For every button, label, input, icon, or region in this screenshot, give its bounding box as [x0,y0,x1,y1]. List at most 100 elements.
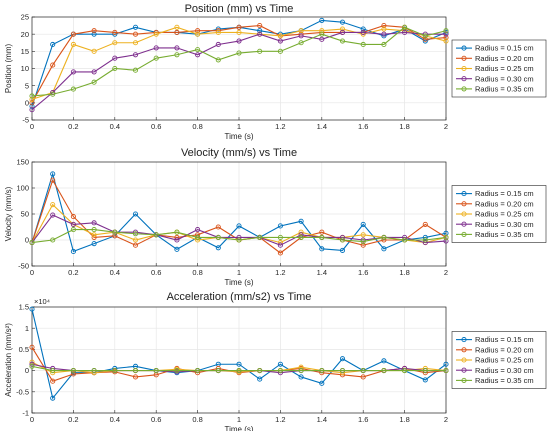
data-point [50,378,56,384]
data-point [70,214,76,220]
x-axis-label: Time (s) [224,132,253,141]
series-line-4 [31,31,446,111]
data-point [215,368,221,374]
legend-label-5: Radius = 0.35 cm [475,230,534,239]
data-point [50,395,56,401]
data-point [195,47,201,53]
x-tick-label: 0.6 [151,415,161,424]
y-tick-label: 15 [21,47,29,56]
legend-label-4: Radius = 0.30 cm [475,220,534,229]
x-axis-label: Time (s) [224,278,253,287]
data-point [422,36,428,42]
legend-marker-2 [461,347,467,353]
data-point [70,371,76,377]
data-point [91,28,97,34]
data-point [339,38,346,44]
x-tick-label: 0.2 [68,268,78,277]
legend-marker-2 [461,55,467,61]
legend-marker-5 [461,377,467,383]
data-point [339,26,346,32]
legend-label-1: Radius = 0.15 cm [475,189,534,198]
data-point [153,368,159,374]
data-point [112,233,118,239]
data-point [132,368,139,374]
data-point [381,41,387,48]
data-point [319,380,325,386]
y-tick-label: 100 [16,184,29,193]
data-point [132,242,139,248]
data-point [277,242,283,248]
data-point [91,79,97,85]
legend-label-1: Radius = 0.15 cm [475,44,534,53]
legend-marker-2 [461,201,467,207]
data-point [29,240,35,246]
x-tick-label: 1.2 [275,268,285,277]
data-point [381,246,387,252]
legend-marker-1 [461,337,467,343]
data-point [422,33,428,39]
data-point [50,368,56,374]
y-axis-label: Velocity (mm/s) [4,186,13,241]
data-point [298,218,304,224]
y-tick-label: 0.5 [19,345,29,354]
data-point [70,31,76,37]
y-tick-label: 0 [25,236,29,245]
data-point [236,38,242,44]
data-point [277,368,283,374]
x-tick-label: 0.4 [110,122,120,131]
data-point [319,36,325,42]
legend-marker-1 [461,191,467,197]
data-point [360,221,366,227]
data-point [443,38,449,44]
data-point [132,67,139,73]
y-tick-label: 150 [16,158,29,167]
data-point [112,40,118,46]
data-point [339,356,346,362]
data-point [153,45,159,51]
data-point [195,28,201,34]
legend-label-2: Radius = 0.20 cm [475,345,534,354]
data-point [257,376,263,382]
data-point [70,41,76,48]
x-tick-label: 1.8 [399,415,409,424]
data-point [195,52,201,58]
data-point [91,220,97,226]
data-point [443,361,449,367]
data-point [402,368,408,374]
data-point [339,19,346,25]
data-point [91,368,97,374]
data-point [298,33,304,39]
x-tick-label: 0.2 [68,415,78,424]
data-point [360,26,366,32]
y-tick-label: 0 [25,366,29,375]
data-point [277,361,283,367]
data-point [174,229,180,235]
data-point [50,62,56,68]
y-tick-label: 0 [25,98,29,107]
data-point [236,50,242,56]
data-point [215,234,221,240]
data-point [360,242,366,248]
x-tick-label: 0.6 [151,268,161,277]
x-tick-label: 0.6 [151,122,161,131]
data-point [29,344,35,350]
x-tick-label: 1.6 [358,415,368,424]
series-line-5 [31,26,447,97]
data-point [257,28,263,34]
data-point [422,221,428,227]
x-tick-label: 1 [237,415,241,424]
x-tick-label: 1.6 [358,268,368,277]
data-point [402,29,408,36]
data-point [132,374,139,380]
data-point [422,368,428,374]
data-point [112,229,118,235]
data-point [112,29,118,36]
legend-label-2: Radius = 0.20 cm [475,199,534,208]
legend-marker-3 [461,65,467,72]
data-point [195,368,201,374]
data-point [195,31,201,37]
series-line-1 [31,171,447,253]
data-point [29,361,35,367]
legend-marker-5 [461,86,467,92]
